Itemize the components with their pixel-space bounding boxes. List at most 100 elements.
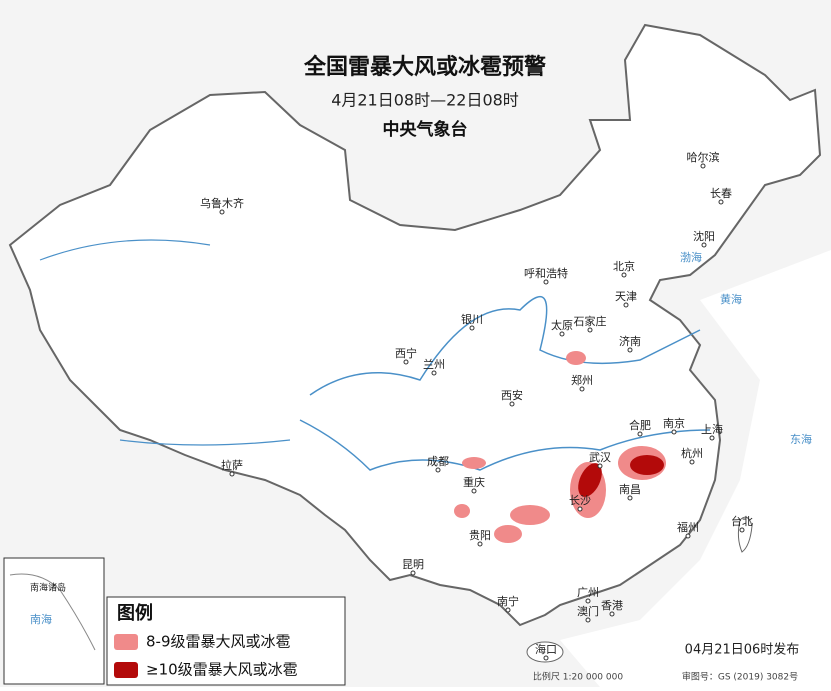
city-marker [637, 431, 643, 437]
city-label: 长春 [710, 187, 732, 200]
city-marker [700, 163, 706, 169]
city-label: 武汉 [589, 451, 611, 464]
city-label: 昆明 [402, 558, 424, 571]
warning-area-moderate [494, 525, 522, 543]
city-marker [509, 401, 515, 407]
city-label: 兰州 [423, 358, 445, 371]
city-marker [229, 471, 235, 477]
yellow-river [309, 296, 701, 396]
warning-areas [454, 351, 666, 543]
city-label: 石家庄 [574, 314, 607, 328]
city-label: 台北 [731, 514, 753, 528]
city-marker [689, 459, 695, 465]
period: 4月21日08时—22日08时 [331, 91, 519, 110]
city-label: 澳门 [577, 604, 599, 618]
city-marker [585, 617, 591, 623]
legend-title: 图例 [117, 602, 153, 624]
city-label: 贵阳 [469, 529, 491, 542]
city-marker [410, 570, 416, 576]
sea-label: 东海 [790, 432, 812, 446]
city-marker [671, 429, 677, 435]
scale: 比例尺 1:20 000 000 [533, 671, 623, 683]
city-marker [623, 302, 629, 308]
city-label: 沈阳 [693, 229, 715, 243]
city-label: 长沙 [569, 494, 591, 507]
city-label: 天津 [615, 290, 637, 303]
city-label: 太原 [551, 319, 573, 332]
city-marker [403, 359, 409, 365]
city-label: 成都 [427, 455, 449, 468]
tarim-river [39, 239, 211, 261]
city-label: 拉萨 [221, 458, 243, 472]
city-marker [219, 209, 225, 215]
warning-area-moderate [462, 457, 486, 469]
title: 全国雷暴大风或冰雹预警 [303, 54, 546, 80]
city-label: 北京 [613, 259, 635, 273]
city-marker [477, 541, 483, 547]
city-label: 哈尔滨 [687, 150, 720, 164]
city-marker [621, 272, 627, 278]
issuer: 中央气象台 [383, 119, 468, 140]
inset-frame [3, 557, 105, 685]
city-label: 合肥 [629, 418, 651, 432]
city-label: 西安 [501, 388, 523, 402]
sea-label: 渤海 [680, 250, 702, 264]
city-marker [627, 495, 633, 501]
city-marker [718, 199, 724, 205]
city-label: 重庆 [463, 475, 485, 489]
city-label: 西宁 [395, 346, 417, 360]
city-marker [585, 598, 591, 604]
city-marker [559, 331, 565, 337]
city-marker [543, 655, 549, 661]
city-marker [543, 279, 549, 285]
taiwan [737, 516, 753, 553]
city-marker [609, 611, 615, 617]
inset-label: 南海诸岛 [30, 582, 66, 594]
city-marker [685, 533, 691, 539]
sea-label: 南海 [30, 612, 52, 626]
legend-label: 8-9级雷暴大风或冰雹 [146, 633, 291, 651]
warning-area-severe [578, 463, 602, 497]
city-label: 南宁 [497, 594, 519, 608]
approval: 审图号：GS (2019) 3082号 [682, 671, 798, 683]
warning-area-moderate [510, 505, 550, 525]
city-label: 上海 [701, 422, 723, 436]
hainan [526, 641, 564, 663]
city-label: 杭州 [681, 446, 703, 460]
legend-swatch [114, 634, 138, 650]
city-label: 香港 [601, 599, 623, 612]
city-label: 郑州 [571, 373, 593, 387]
city-marker [739, 527, 745, 533]
city-marker [431, 370, 437, 376]
city-label: 南京 [663, 416, 685, 430]
city-marker [469, 325, 475, 331]
city-marker [709, 435, 715, 441]
city-label: 呼和浩特 [524, 266, 568, 280]
warning-area-moderate [454, 504, 470, 518]
sea [560, 250, 831, 687]
city-marker [579, 386, 585, 392]
yarlung-river [119, 439, 291, 446]
city-marker [435, 467, 441, 473]
city-marker [505, 607, 511, 613]
warning-area-severe [630, 455, 664, 475]
yangtze-river [299, 419, 711, 471]
city-label: 广州 [577, 586, 599, 599]
city-marker [597, 463, 603, 469]
inset-coast [9, 573, 96, 651]
city-label: 南昌 [619, 483, 641, 496]
release-time: 04月21日06时发布 [685, 642, 800, 658]
city-label: 海口 [535, 642, 557, 656]
warning-area-moderate [566, 351, 586, 365]
china-outline [8, 23, 822, 627]
city-marker [471, 488, 477, 494]
city-label: 福州 [677, 520, 699, 534]
city-label: 济南 [619, 334, 641, 348]
city-marker [627, 347, 633, 353]
legend-label: ≥10级雷暴大风或冰雹 [146, 661, 298, 679]
legend-swatch [114, 662, 138, 678]
city-marker [587, 327, 593, 333]
sea-label: 黄海 [720, 292, 742, 306]
legend-box [106, 596, 346, 686]
